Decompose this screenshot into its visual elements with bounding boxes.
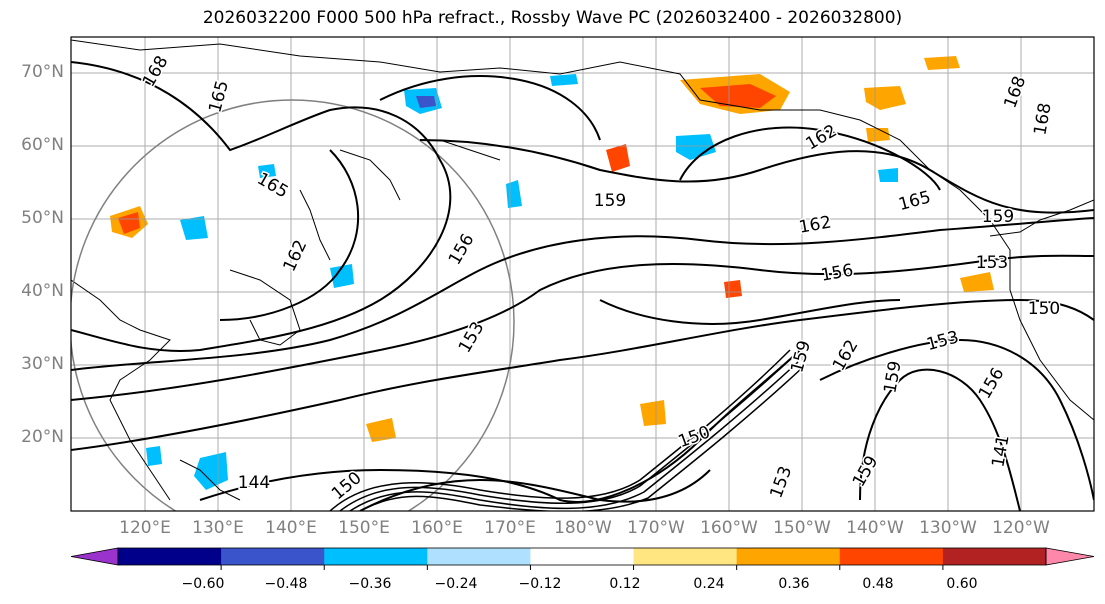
colorbar-segment [839, 548, 944, 565]
negative-anomaly-shading [258, 164, 276, 178]
contour-label: 159 [982, 207, 1014, 227]
lon-label: 180°W [554, 518, 612, 538]
contour-label: 159 [594, 191, 626, 211]
lon-label: 140°E [265, 518, 317, 538]
negative-anomaly-shading [416, 96, 436, 108]
colorbar-segment [530, 548, 635, 565]
lat-label-40: 40°N [21, 281, 64, 301]
colorbar-tick-label: −0.12 [518, 576, 562, 592]
lat-label-30: 30°N [21, 354, 64, 374]
colorbar-segment [221, 548, 325, 565]
positive-anomaly-shading [724, 280, 742, 298]
lon-label: 150°W [773, 518, 831, 538]
positive-anomaly-shading [606, 144, 630, 172]
negative-anomaly-shading [146, 446, 162, 466]
lon-label: 130°E [192, 518, 244, 538]
colorbar-tick-label: 0.48 [862, 576, 894, 592]
positive-anomaly-shading [924, 56, 960, 70]
positive-anomaly-shading [118, 212, 140, 234]
colorbar-segment [942, 548, 1047, 565]
colorbar-max-extend [1045, 547, 1095, 566]
colorbar-segment [633, 548, 738, 565]
map-area [71, 37, 1094, 511]
colorbar-tick-label: −0.60 [181, 576, 225, 592]
lon-label: 150°E [338, 518, 390, 538]
colorbar-tick-label: 0.12 [609, 576, 641, 592]
lon-label: 160°E [411, 518, 463, 538]
lat-label-70: 70°N [21, 62, 64, 82]
colorbar-segment [118, 548, 222, 565]
negative-anomaly-shading [676, 134, 716, 160]
region-circle [71, 99, 515, 511]
colorbar-frame [117, 547, 1047, 566]
positive-anomaly-shading [960, 272, 994, 292]
lat-label-60: 60°N [21, 135, 64, 155]
colorbar-tick-label: 0.60 [946, 576, 978, 592]
lon-label: 120°E [119, 518, 171, 538]
lon-label: 140°W [846, 518, 904, 538]
colorbar [70, 547, 1095, 570]
lat-label-20: 20°N [21, 427, 64, 447]
positive-anomaly-shading [366, 418, 396, 442]
lon-label: 170°E [484, 518, 536, 538]
lon-label: 120°W [992, 518, 1050, 538]
colorbar-tick-label: 0.36 [778, 576, 810, 592]
colorbar-tick-label: 0.24 [693, 576, 725, 592]
colorbar-segment [324, 548, 428, 565]
contour-label: 150 [1028, 299, 1060, 319]
jet-contours [329, 349, 803, 511]
negative-anomaly-shading [194, 452, 228, 490]
positive-anomaly-shading [700, 84, 776, 108]
negative-anomaly-shading [878, 168, 898, 182]
negative-anomaly-shading [550, 74, 578, 86]
positive-anomaly-shading [866, 128, 890, 142]
lon-label: 130°W [919, 518, 977, 538]
contour-label: 153 [976, 253, 1008, 273]
colorbar-tick-label: −0.24 [434, 576, 478, 592]
lon-label: 170°W [627, 518, 685, 538]
map-title: 2026032200 F000 500 hPa refract., Rossby… [202, 8, 903, 28]
lon-label: 160°W [700, 518, 758, 538]
contour-label: 144 [238, 473, 270, 493]
positive-anomaly-shading [640, 400, 666, 426]
colorbar-tick-label: −0.48 [264, 576, 308, 592]
colorbar-min-extend [70, 547, 119, 566]
lat-label-50: 50°N [21, 208, 64, 228]
negative-anomaly-shading [330, 264, 354, 288]
colorbar-segment [427, 548, 531, 565]
graticule [71, 37, 1094, 511]
map-frame [70, 36, 1095, 512]
refractivity-shading [110, 56, 994, 490]
colorbar-segment [736, 548, 841, 565]
colorbar-tick-label: −0.36 [348, 576, 392, 592]
negative-anomaly-shading [180, 216, 208, 240]
